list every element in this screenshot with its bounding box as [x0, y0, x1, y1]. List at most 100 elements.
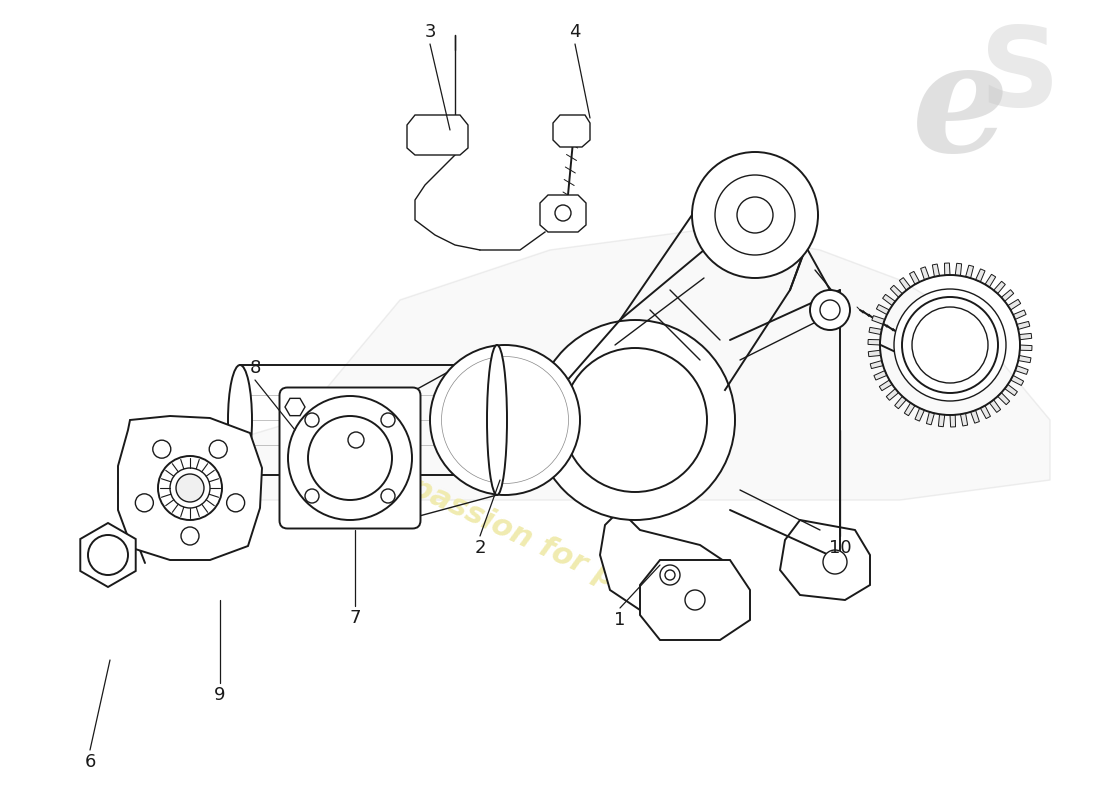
Polygon shape	[200, 230, 1050, 500]
Polygon shape	[882, 294, 895, 306]
Circle shape	[737, 197, 773, 233]
Polygon shape	[1019, 355, 1031, 362]
Circle shape	[158, 456, 222, 520]
Polygon shape	[868, 339, 880, 345]
Polygon shape	[1004, 385, 1018, 396]
Circle shape	[912, 307, 988, 383]
Polygon shape	[921, 267, 929, 280]
Circle shape	[209, 440, 228, 458]
Circle shape	[305, 489, 319, 503]
Polygon shape	[993, 282, 1005, 294]
Polygon shape	[998, 393, 1010, 405]
Polygon shape	[118, 416, 262, 560]
Polygon shape	[984, 274, 996, 287]
Circle shape	[556, 205, 571, 221]
Circle shape	[666, 570, 675, 580]
Ellipse shape	[487, 345, 507, 495]
Polygon shape	[600, 510, 730, 615]
Text: 6: 6	[85, 753, 96, 771]
Text: 10: 10	[828, 539, 851, 557]
Polygon shape	[980, 406, 990, 418]
Polygon shape	[989, 400, 1001, 413]
Polygon shape	[877, 305, 890, 314]
Polygon shape	[1008, 299, 1021, 310]
Text: 2: 2	[474, 539, 486, 557]
Circle shape	[176, 474, 204, 502]
Polygon shape	[910, 271, 920, 284]
Polygon shape	[915, 408, 924, 421]
Text: 3: 3	[425, 23, 436, 41]
Circle shape	[902, 297, 998, 393]
Polygon shape	[879, 380, 892, 390]
Polygon shape	[945, 263, 950, 275]
Polygon shape	[1011, 375, 1024, 386]
Polygon shape	[553, 115, 590, 147]
Polygon shape	[1015, 366, 1028, 374]
Circle shape	[563, 348, 707, 492]
Circle shape	[153, 440, 170, 458]
Circle shape	[715, 175, 795, 255]
Polygon shape	[872, 316, 884, 324]
Text: 7: 7	[350, 609, 361, 627]
Polygon shape	[640, 560, 750, 640]
Circle shape	[381, 413, 395, 427]
Circle shape	[453, 368, 557, 472]
Polygon shape	[890, 286, 902, 298]
Circle shape	[685, 590, 705, 610]
Polygon shape	[933, 264, 939, 277]
Circle shape	[135, 494, 153, 512]
Polygon shape	[1020, 334, 1032, 340]
Circle shape	[227, 494, 244, 512]
Polygon shape	[870, 361, 883, 369]
Circle shape	[88, 535, 128, 575]
Circle shape	[823, 550, 847, 574]
Polygon shape	[1013, 310, 1026, 319]
Text: S: S	[980, 22, 1060, 129]
Polygon shape	[938, 414, 945, 426]
Circle shape	[894, 289, 1006, 401]
Polygon shape	[1001, 290, 1014, 302]
Polygon shape	[970, 410, 979, 423]
Circle shape	[170, 468, 210, 508]
Circle shape	[348, 432, 364, 448]
Ellipse shape	[228, 365, 252, 475]
Polygon shape	[966, 265, 974, 278]
Polygon shape	[780, 520, 870, 600]
Circle shape	[441, 357, 569, 483]
Polygon shape	[887, 389, 899, 400]
Polygon shape	[950, 415, 956, 427]
Polygon shape	[904, 403, 915, 416]
Circle shape	[381, 489, 395, 503]
Text: 1: 1	[614, 611, 626, 629]
Circle shape	[308, 416, 392, 500]
Text: 8: 8	[250, 359, 261, 377]
Polygon shape	[873, 370, 887, 380]
Circle shape	[692, 152, 818, 278]
Circle shape	[182, 527, 199, 545]
Circle shape	[535, 320, 735, 520]
FancyBboxPatch shape	[279, 387, 420, 529]
Polygon shape	[1020, 345, 1032, 350]
Text: e: e	[912, 35, 1009, 185]
Polygon shape	[960, 414, 968, 426]
Circle shape	[810, 290, 850, 330]
Polygon shape	[407, 115, 468, 155]
Polygon shape	[868, 350, 881, 357]
Polygon shape	[955, 263, 961, 276]
Circle shape	[288, 396, 412, 520]
Polygon shape	[540, 195, 586, 232]
Polygon shape	[976, 269, 984, 282]
Circle shape	[660, 565, 680, 585]
Polygon shape	[926, 412, 934, 425]
Text: 9: 9	[214, 686, 225, 704]
Text: a passion for parts: a passion for parts	[377, 458, 683, 622]
Polygon shape	[894, 396, 906, 409]
Circle shape	[820, 300, 840, 320]
Polygon shape	[285, 398, 305, 416]
Circle shape	[430, 345, 580, 495]
Polygon shape	[80, 523, 135, 587]
Polygon shape	[869, 327, 882, 334]
Text: 4: 4	[570, 23, 581, 41]
Circle shape	[305, 413, 319, 427]
Polygon shape	[1016, 322, 1030, 330]
